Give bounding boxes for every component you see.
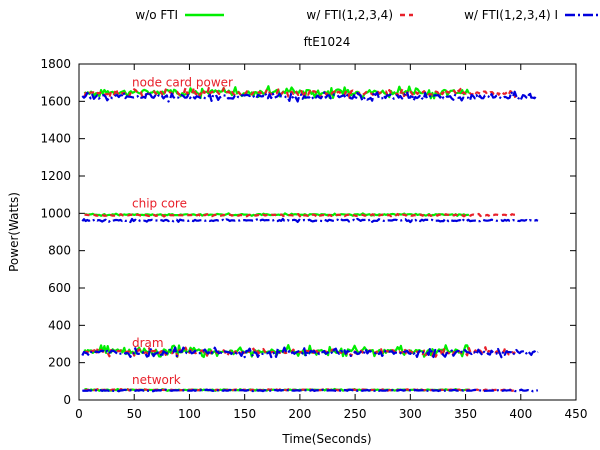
y-tick-label: 1800 xyxy=(40,57,71,71)
series-line-1-chip-core xyxy=(84,212,516,218)
x-axis: 0 50 100 150 200 250 300 350 400 450 xyxy=(75,64,587,421)
series-line-2-dram xyxy=(81,346,539,359)
annotation-label: network xyxy=(132,373,181,387)
plot-frame xyxy=(78,63,577,401)
y-tick-label: 600 xyxy=(48,281,71,295)
annotation-label: chip core xyxy=(132,197,187,211)
series-line-2-chip-core xyxy=(81,217,539,224)
y-tick-label: 200 xyxy=(48,356,71,370)
y-axis-title: Power(Watts) xyxy=(7,192,21,272)
y-tick-label: 800 xyxy=(48,244,71,258)
y-tick-label: 1200 xyxy=(40,169,71,183)
series-line-1-node-card-power xyxy=(83,86,517,100)
y-tick-label: 0 xyxy=(63,393,71,407)
y-tick-label: 1400 xyxy=(40,132,71,146)
series-line-2-network xyxy=(82,388,539,393)
annotation-label: dram xyxy=(132,336,164,350)
series-layer xyxy=(81,85,539,393)
legend-label-fti-i: w/ FTI(1,2,3,4) I xyxy=(464,8,558,22)
x-tick-label: 250 xyxy=(344,407,367,421)
legend-label-fti: w/ FTI(1,2,3,4) xyxy=(306,8,393,22)
chart-title: ftE1024 xyxy=(304,35,351,49)
x-tick-label: 150 xyxy=(233,407,256,421)
annotation-layer: node card power chip core dram network xyxy=(132,75,233,387)
x-tick-label: 350 xyxy=(454,407,477,421)
y-axis: 0 200 400 600 800 1000 1200 1400 1600 1800 xyxy=(40,57,576,407)
y-tick-label: 1600 xyxy=(40,94,71,108)
annotation-label: node card power xyxy=(132,75,233,89)
y-tick-label: 400 xyxy=(48,318,71,332)
x-tick-label: 200 xyxy=(288,407,311,421)
series-line-2-node-card-power xyxy=(81,90,538,103)
series-line-1-dram xyxy=(83,346,516,358)
x-tick-label: 50 xyxy=(127,407,142,421)
x-tick-label: 300 xyxy=(399,407,422,421)
x-tick-label: 100 xyxy=(178,407,201,421)
legend-label-wo-fti: w/o FTI xyxy=(135,8,178,22)
x-tick-label: 400 xyxy=(509,407,532,421)
x-tick-label: 0 xyxy=(75,407,83,421)
x-axis-title: Time(Seconds) xyxy=(281,432,371,446)
y-tick-label: 1000 xyxy=(40,206,71,220)
x-tick-label: 450 xyxy=(565,407,588,421)
